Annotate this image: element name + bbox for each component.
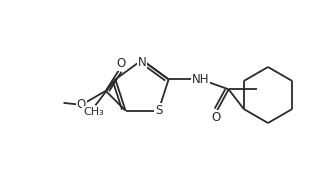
Text: O: O [116,57,125,70]
Text: NH: NH [192,73,209,86]
Text: O: O [211,111,220,124]
Text: O: O [77,98,86,111]
Text: N: N [137,56,147,69]
Text: CH₃: CH₃ [83,107,104,117]
Text: S: S [155,104,162,117]
